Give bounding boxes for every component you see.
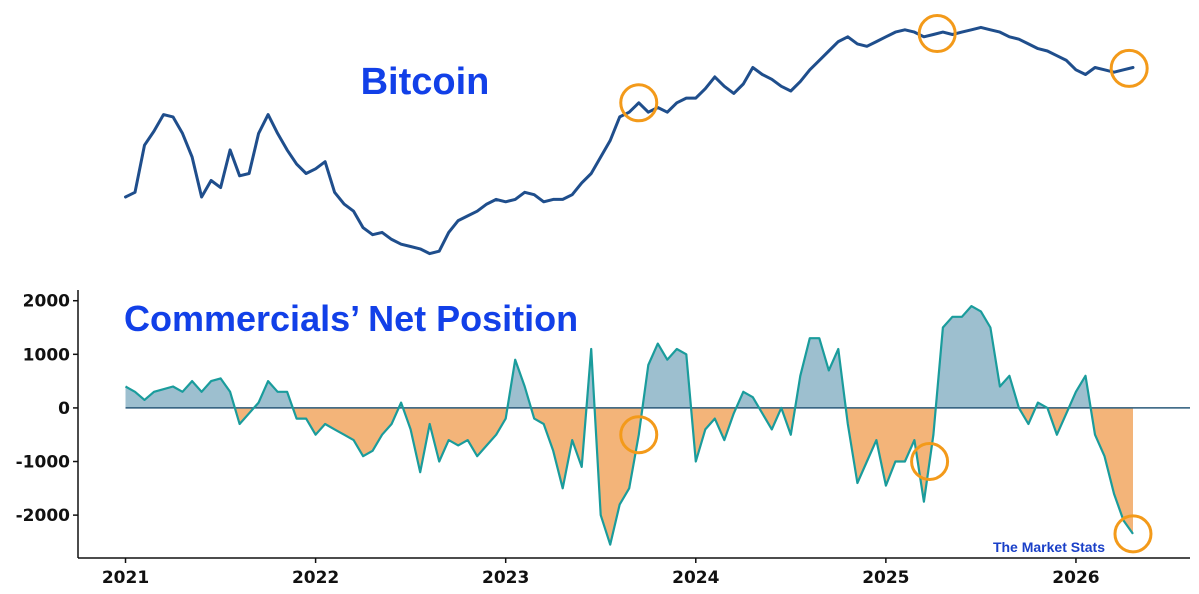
net-position-line bbox=[124, 305, 1134, 546]
highlight-circle bbox=[619, 415, 659, 455]
x-tick-label: 2025 bbox=[862, 568, 909, 588]
highlight-circle bbox=[917, 14, 957, 54]
negative-area bbox=[125, 407, 1133, 545]
highlight-circle bbox=[910, 442, 950, 482]
highlight-circle bbox=[1109, 48, 1149, 88]
x-tick-label: 2022 bbox=[292, 568, 339, 588]
bitcoin-title: Bitcoin bbox=[361, 61, 490, 103]
highlight-circle bbox=[1113, 514, 1153, 554]
y-tick-label: 1000 bbox=[23, 345, 70, 365]
commercials-title: Commercials’ Net Position bbox=[124, 298, 578, 339]
y-tick-label: -1000 bbox=[16, 453, 71, 473]
x-tick-label: 2024 bbox=[672, 568, 719, 588]
highlight-circle bbox=[619, 83, 659, 123]
y-axis-ticks: 2000 1000 0 -1000 -2000 bbox=[16, 292, 78, 526]
bitcoin-chart bbox=[124, 14, 1149, 256]
x-tick-label: 2021 bbox=[102, 568, 149, 588]
commercials-chart: 2000 1000 0 -1000 -2000 2021 2022 2023 2024 2025… bbox=[16, 290, 1190, 588]
y-tick-label: -2000 bbox=[16, 506, 71, 526]
positive-area bbox=[125, 306, 1133, 408]
commercials-highlight-circles bbox=[619, 415, 1153, 554]
y-tick-label: 2000 bbox=[23, 292, 70, 312]
bitcoin-price-line bbox=[124, 25, 1135, 256]
x-axis-ticks: 2021 2022 2023 2024 2025 2026 bbox=[102, 558, 1100, 588]
bitcoin-highlight-circles bbox=[619, 14, 1149, 123]
x-tick-label: 2026 bbox=[1052, 568, 1099, 588]
watermark-text: The Market Stats bbox=[993, 539, 1105, 555]
y-tick-label: 0 bbox=[58, 399, 70, 419]
x-tick-label: 2023 bbox=[482, 568, 529, 588]
